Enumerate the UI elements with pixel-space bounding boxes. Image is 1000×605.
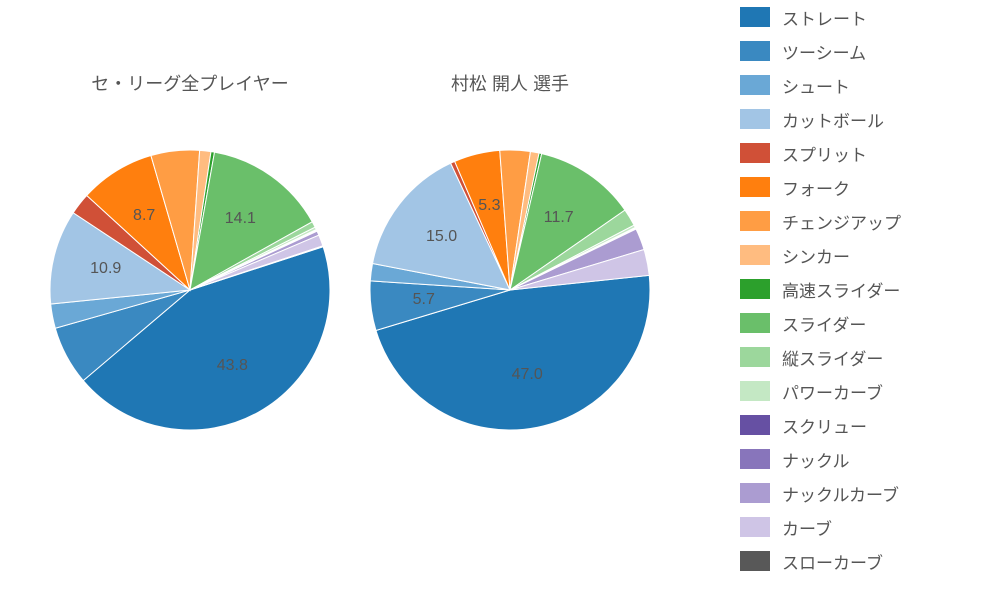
legend-swatch — [740, 245, 770, 265]
legend-label: ナックル — [782, 447, 850, 472]
legend-label: パワーカーブ — [782, 379, 883, 404]
legend-item: ナックルカーブ — [730, 476, 980, 510]
pie-slice-label-player-スライダー: 11.7 — [544, 209, 574, 227]
legend-swatch — [740, 415, 770, 435]
legend-swatch — [740, 7, 770, 27]
legend-item: シュート — [730, 68, 980, 102]
legend-label: 縦スライダー — [782, 345, 883, 370]
legend-item: カットボール — [730, 102, 980, 136]
pie-slice-label-league-フォーク: 8.7 — [133, 207, 155, 225]
legend-swatch — [740, 41, 770, 61]
legend-item: チェンジアップ — [730, 204, 980, 238]
legend-swatch — [740, 313, 770, 333]
pie-slice-label-league-スライダー: 14.1 — [225, 210, 256, 228]
legend-label: 高速スライダー — [782, 277, 900, 302]
legend-label: シュート — [782, 73, 850, 98]
legend-item: ナックル — [730, 442, 980, 476]
legend-item: スライダー — [730, 306, 980, 340]
legend-item: カーブ — [730, 510, 980, 544]
pie-slice-label-player-フォーク: 5.3 — [478, 197, 500, 215]
legend-label: ナックルカーブ — [782, 481, 899, 506]
pie-slice-label-league-ストレート: 43.8 — [217, 357, 248, 375]
legend-label: カットボール — [782, 107, 884, 132]
legend-swatch — [740, 211, 770, 231]
legend-item: ストレート — [730, 0, 980, 34]
legend-swatch — [740, 551, 770, 571]
legend-swatch — [740, 381, 770, 401]
legend-label: カーブ — [782, 515, 832, 540]
legend-swatch — [740, 517, 770, 537]
legend-swatch — [740, 483, 770, 503]
legend-item: スローカーブ — [730, 544, 980, 578]
legend-swatch — [740, 75, 770, 95]
legend-label: シンカー — [782, 243, 850, 268]
chart-area: セ・リーグ全プレイヤー 43.8 10.9 8.7 14.1 村松 開人 選手 47.0 5.… — [0, 0, 700, 600]
legend-label: ツーシーム — [782, 39, 866, 64]
legend-swatch — [740, 109, 770, 129]
pie-title-league: セ・リーグ全プレイヤー — [30, 70, 350, 96]
legend-label: スプリット — [782, 141, 867, 166]
legend-item: 高速スライダー — [730, 272, 980, 306]
pie-slice-label-player-カットボール: 15.0 — [426, 228, 457, 246]
legend-label: スライダー — [782, 311, 866, 336]
pie-title-player: 村松 開人 選手 — [350, 70, 670, 96]
legend-swatch — [740, 143, 770, 163]
legend-item: スプリット — [730, 136, 980, 170]
legend-label: フォーク — [782, 175, 850, 200]
legend-item: 縦スライダー — [730, 340, 980, 374]
legend-item: フォーク — [730, 170, 980, 204]
legend-item: スクリュー — [730, 408, 980, 442]
legend-swatch — [740, 279, 770, 299]
pie-slice-label-league-カットボール: 10.9 — [90, 260, 121, 278]
legend-item: パワーカーブ — [730, 374, 980, 408]
pie-slice-label-player-ストレート: 47.0 — [512, 366, 543, 384]
legend-swatch — [740, 177, 770, 197]
legend-label: ストレート — [782, 5, 867, 30]
legend-item: シンカー — [730, 238, 980, 272]
legend-label: チェンジアップ — [782, 209, 901, 234]
legend-label: スローカーブ — [782, 549, 883, 574]
legend: ストレートツーシームシュートカットボールスプリットフォークチェンジアップシンカー… — [730, 0, 980, 578]
legend-swatch — [740, 347, 770, 367]
legend-swatch — [740, 449, 770, 469]
pie-slice-label-player-ツーシーム: 5.7 — [413, 291, 435, 309]
legend-item: ツーシーム — [730, 34, 980, 68]
legend-label: スクリュー — [782, 413, 867, 438]
